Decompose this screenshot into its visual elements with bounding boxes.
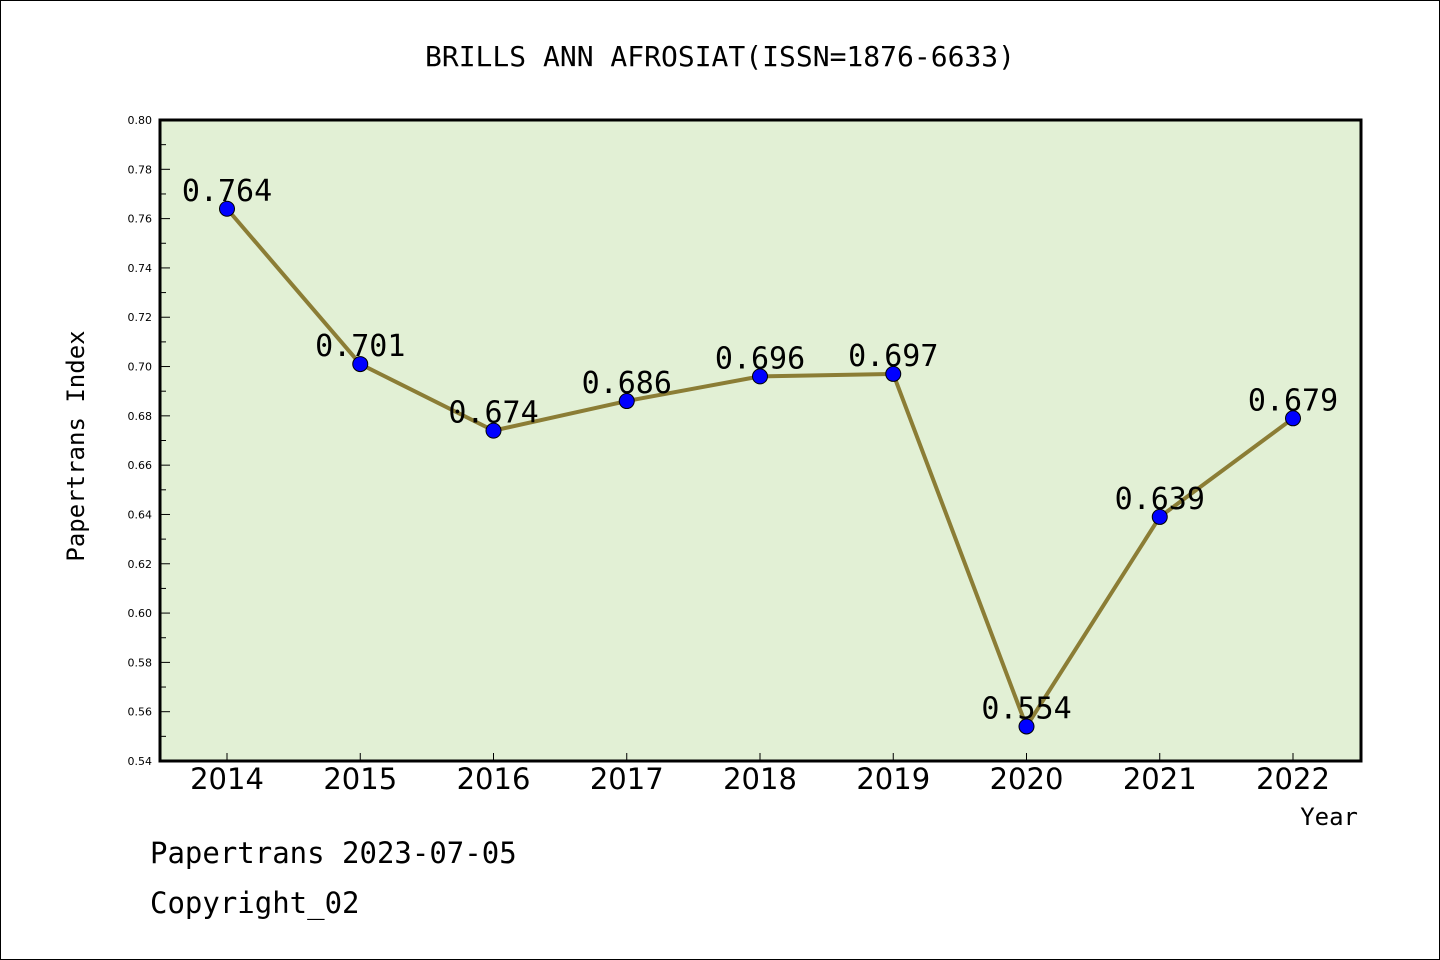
series-markers: [219, 200, 1301, 735]
x-tick-label: 2018: [723, 762, 797, 796]
x-tick-label: 2020: [990, 762, 1064, 796]
y-tick-label: 0.74: [128, 262, 153, 275]
y-tick-label: 0.78: [128, 163, 153, 176]
data-point: [885, 365, 902, 382]
y-tick-label: 0.60: [128, 607, 153, 620]
data-label: 0.764: [182, 174, 272, 209]
data-point: [1285, 410, 1301, 427]
y-tick-label: 0.58: [128, 656, 153, 669]
y-tick-label: 0.56: [128, 706, 153, 719]
x-tick-label: 2014: [190, 762, 264, 796]
data-label: 0.697: [848, 339, 938, 374]
x-tick-label: 2016: [457, 762, 531, 796]
y-tick-label: 0.80: [128, 114, 153, 127]
data-label: 0.554: [981, 691, 1071, 726]
data-label: 0.686: [582, 366, 672, 401]
x-tick-label: 2019: [856, 762, 930, 796]
y-tick-label: 0.64: [128, 508, 153, 521]
data-point: [219, 200, 235, 217]
y-axis-label: Papertrans Index: [62, 330, 90, 561]
x-axis-label: Year: [1300, 803, 1358, 831]
data-label: 0.674: [448, 396, 538, 431]
x-tick-label: 2021: [1123, 762, 1197, 796]
data-point: [752, 368, 768, 385]
data-labels: 0.764 0.701 0.674 0.686 0.696 0.697 0.554 0.639…: [182, 174, 1338, 727]
footer-copyright: Copyright_02: [150, 886, 360, 921]
x-tick-label: 2022: [1256, 762, 1330, 796]
x-axis: 2014 2015 2016 2017 2018 2019 2020 2021 2022: [190, 753, 1330, 796]
x-tick-label: 2017: [590, 762, 664, 796]
y-tick-label: 0.70: [128, 361, 153, 374]
data-label: 0.696: [715, 341, 805, 376]
y-tick-label: 0.62: [128, 558, 153, 571]
y-tick-label: 0.72: [128, 311, 153, 324]
y-tick-label: 0.54: [128, 755, 153, 768]
x-tick-label: 2015: [323, 762, 397, 796]
data-label: 0.679: [1248, 383, 1338, 418]
y-tick-label: 0.66: [128, 459, 153, 472]
y-axis: 0.54 0.56 0.58 0.60 0.62 0.64 0.66 0.68 0.70 0.72…: [128, 114, 170, 768]
plot-area: [158, 118, 1363, 763]
y-tick-label: 0.76: [128, 213, 153, 226]
y-tick-label: 0.68: [128, 410, 153, 423]
footer-date: Papertrans 2023-07-05: [150, 836, 517, 870]
data-point: [485, 422, 502, 439]
data-label: 0.639: [1115, 482, 1205, 517]
data-point: [618, 393, 635, 410]
data-point: [1018, 718, 1035, 735]
data-point: [1151, 508, 1168, 525]
data-label: 0.701: [315, 329, 405, 364]
data-point: [352, 356, 369, 373]
chart-title: BRILLS ANN AFROSIAT(ISSN=1876-6633): [425, 40, 1015, 73]
